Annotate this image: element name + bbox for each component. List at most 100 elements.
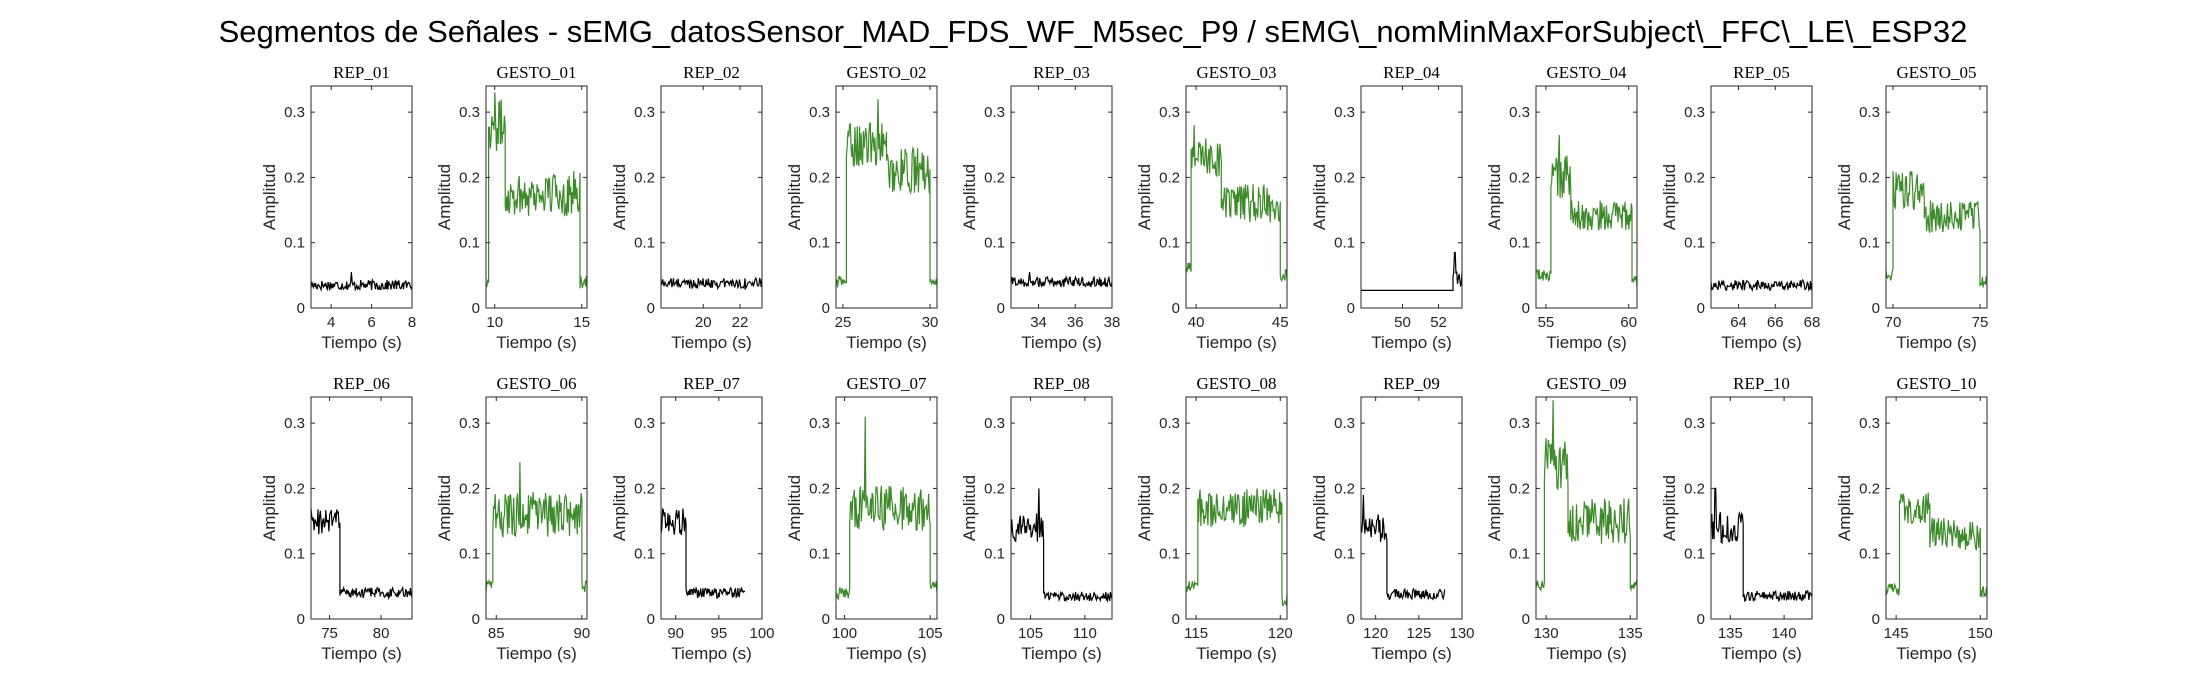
x-tick-label: 120 (1363, 625, 1388, 642)
signal-line (1185, 125, 1288, 283)
panel-title: REP_01 (333, 63, 390, 82)
y-axis-label: Amplitud (1835, 475, 1854, 541)
x-tick-label: 135 (1618, 625, 1643, 642)
x-axis-label: Tiempo (s) (846, 333, 927, 352)
panel-gesto-05: 0 0.1 0.2 0.3 70 75 GESTO_05 Tiempo (s) Amplitud (1835, 63, 1988, 352)
x-axis-label: Tiempo (s) (671, 333, 752, 352)
y-tick-label: 0.2 (284, 169, 305, 186)
panel-gesto-08: 0 0.1 0.2 0.3 115 120 GESTO_08 Tiempo (s) Amplit… (1135, 374, 1293, 663)
y-tick-label: 0.1 (984, 546, 1005, 563)
x-axis-label: Tiempo (s) (321, 644, 402, 663)
y-tick-label: 0 (1522, 300, 1530, 317)
panel-title: GESTO_07 (847, 374, 927, 393)
y-tick-label: 0.2 (984, 169, 1005, 186)
axes-box (310, 396, 413, 620)
y-tick-label: 0.2 (809, 480, 830, 497)
signal-line (1535, 134, 1638, 287)
panel-rep-06: 0 0.1 0.2 0.3 75 80 REP_06 Tiempo (s) Amplitud (260, 374, 413, 663)
x-tick-label: 100 (832, 625, 857, 642)
x-tick-label: 100 (749, 625, 774, 642)
x-axis-label: Tiempo (s) (321, 333, 402, 352)
x-axis-label: Tiempo (s) (1546, 644, 1627, 663)
y-tick-label: 0 (647, 611, 655, 628)
x-tick-label: 110 (1073, 625, 1097, 642)
panel-rep-07: 0 0.1 0.2 0.3 90 95 100 REP_07 Tiempo (s) Amplitu… (610, 374, 775, 663)
signal-line (1710, 278, 1813, 292)
x-tick-label: 130 (1449, 625, 1474, 642)
x-tick-label: 75 (1972, 314, 1989, 331)
y-axis-label: Amplitud (1310, 164, 1329, 230)
panel-title: REP_10 (1733, 374, 1790, 393)
signal-line (1361, 251, 1463, 291)
panel-gesto-04: 0 0.1 0.2 0.3 55 60 GESTO_04 Tiempo (s) Amplitud (1485, 63, 1638, 352)
y-tick-label: 0.3 (284, 415, 305, 432)
panel-rep-10: 0 0.1 0.2 0.3 135 140 REP_10 Tiempo (s) Amplitud (1660, 374, 1813, 663)
y-axis-label: Amplitud (610, 475, 629, 541)
y-tick-label: 0.3 (1509, 415, 1530, 432)
panel-rep-09: 0 0.1 0.2 0.3 120 125 130 REP_09 Tiempo (s) Ampli… (1310, 374, 1475, 663)
x-tick-label: 10 (486, 314, 503, 331)
y-tick-label: 0.1 (459, 546, 480, 563)
axes-box (1885, 396, 1988, 620)
y-axis-label: Amplitud (1660, 164, 1679, 230)
x-axis-label: Tiempo (s) (1196, 333, 1277, 352)
y-tick-label: 0.3 (1509, 104, 1530, 121)
panel-rep-03: 0 0.1 0.2 0.3 34 36 38 REP_03 Tiempo (s) Amplitud (960, 63, 1120, 352)
panel-rep-05: 0 0.1 0.2 0.3 64 66 68 REP_05 Tiempo (s) Amplitud (1660, 63, 1820, 352)
x-tick-label: 120 (1268, 625, 1293, 642)
y-axis-label: Amplitud (260, 164, 279, 230)
y-tick-label: 0.2 (1159, 169, 1180, 186)
panel-title: REP_03 (1033, 63, 1090, 82)
y-tick-label: 0 (647, 300, 655, 317)
x-tick-label: 4 (327, 314, 335, 331)
y-tick-label: 0.1 (1684, 235, 1705, 252)
axes-box (1360, 85, 1463, 309)
y-tick-label: 0.1 (634, 546, 655, 563)
signal-line (1010, 488, 1113, 604)
y-tick-label: 0.2 (1859, 480, 1880, 497)
x-axis-label: Tiempo (s) (846, 644, 927, 663)
y-tick-label: 0 (997, 300, 1005, 317)
signal-line (1885, 492, 1988, 599)
axes-box (660, 396, 763, 620)
panel-title: GESTO_03 (1197, 63, 1277, 82)
signal-line (1185, 488, 1288, 606)
y-tick-label: 0.3 (284, 104, 305, 121)
y-tick-label: 0.1 (634, 235, 655, 252)
x-axis-label: Tiempo (s) (1721, 333, 1802, 352)
x-tick-label: 105 (1018, 625, 1043, 642)
x-axis-label: Tiempo (s) (1371, 333, 1452, 352)
axes-box (1185, 85, 1288, 309)
x-tick-label: 22 (732, 314, 749, 331)
signal-line (1885, 171, 1988, 288)
x-axis-label: Tiempo (s) (496, 333, 577, 352)
x-tick-label: 40 (1188, 314, 1205, 331)
signal-line (1010, 272, 1113, 289)
panel-gesto-01: 0 0.1 0.2 0.3 10 15 GESTO_01 Tiempo (s) Amplitud (435, 63, 590, 352)
signal-line (485, 462, 588, 593)
signal-line (1710, 487, 1813, 603)
y-axis-label: Amplitud (1135, 475, 1154, 541)
x-tick-label: 68 (1804, 314, 1821, 331)
y-tick-label: 0.3 (634, 104, 655, 121)
signal-line (661, 276, 763, 291)
y-axis-label: Amplitud (1485, 475, 1504, 541)
panel-rep-04: 0 0.1 0.2 0.3 50 52 REP_04 Tiempo (s) Amplitud (1310, 63, 1463, 352)
y-tick-label: 0.2 (634, 169, 655, 186)
panel-title: GESTO_06 (497, 374, 577, 393)
y-tick-label: 0.3 (984, 415, 1005, 432)
signal-line (1360, 494, 1446, 601)
y-tick-label: 0.1 (1509, 546, 1530, 563)
y-tick-label: 0.1 (809, 546, 830, 563)
y-tick-label: 0.1 (1859, 235, 1880, 252)
x-tick-label: 66 (1767, 314, 1784, 331)
y-tick-label: 0 (1347, 611, 1355, 628)
x-tick-label: 150 (1968, 625, 1993, 642)
panel-title: GESTO_02 (847, 63, 927, 82)
y-tick-label: 0.2 (284, 480, 305, 497)
y-tick-label: 0.3 (1159, 415, 1180, 432)
y-axis-label: Amplitud (1835, 164, 1854, 230)
y-tick-label: 0.2 (1509, 480, 1530, 497)
panel-rep-02: 0 0.1 0.2 0.3 20 22 REP_02 Tiempo (s) Amplitud (610, 63, 763, 352)
y-tick-label: 0.2 (1509, 169, 1530, 186)
